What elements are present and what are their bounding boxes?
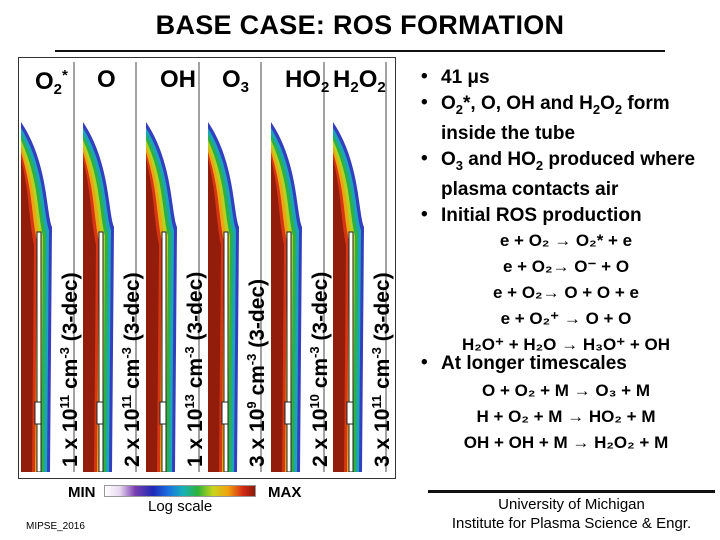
reaction-line: e + O₂→ O⁻ + O <box>502 257 630 276</box>
species-label: O3 <box>222 66 250 96</box>
tube-wall <box>223 231 229 472</box>
affiliation-line: Institute for Plasma Science & Engr. <box>451 515 692 532</box>
density-scale-label: 3 x 109 cm-3 (3-dec) <box>244 278 269 467</box>
bullet-list: • 41 μs • O2*, O, OH and H2O2 form insid… <box>421 66 716 230</box>
species-label: H2O2 <box>333 66 386 96</box>
electrode-ring <box>34 401 42 425</box>
density-plume <box>333 62 387 472</box>
bullet-dot-icon: • <box>421 203 428 225</box>
affiliation-line: University of Michigan <box>498 496 645 513</box>
initial-reactions: e + O₂ → O₂* + e e + O₂→ O⁻ + O e + O₂→ … <box>421 228 711 358</box>
density-plume <box>271 62 325 472</box>
density-scale-label: 2 x 1011 cm-3 (3-dec) <box>119 272 144 467</box>
species-plot: O 2 x 1011 cm-3 (3-dec) <box>83 62 144 472</box>
density-plume <box>83 62 137 472</box>
reaction-line: O + O₂ + M → O₃ + M <box>482 381 650 400</box>
density-scale-label: 2 x 1010 cm-3 (3-dec) <box>307 271 332 467</box>
bullet-initial-ros: • Initial ROS production <box>421 203 642 226</box>
density-scale-label: 3 x 1011 cm-3 (3-dec) <box>369 272 394 467</box>
slide-title: BASE CASE: ROS FORMATION <box>155 10 565 40</box>
tube-wall <box>98 231 104 472</box>
bullet-dot-icon: • <box>421 92 428 113</box>
species-plot: HO2 2 x 1010 cm-3 (3-dec) <box>271 62 332 472</box>
bullet-plasma-contact: • O3 and HO2 produced where plasma conta… <box>421 147 696 200</box>
bullet-list-2: • At longer timescales <box>421 352 716 378</box>
density-plume <box>21 62 75 472</box>
plume-layer <box>146 158 159 472</box>
tube-wall <box>36 231 42 472</box>
colorbar-max-label: MAX <box>268 484 302 501</box>
bullet-dot-icon: • <box>421 147 428 169</box>
colorbar-min-label: MIN <box>68 484 96 501</box>
species-plot: H2O2 3 x 1011 cm-3 (3-dec) <box>333 62 394 472</box>
reaction-line: H₂O⁺ + H₂O → H₃O⁺ + OH <box>461 335 671 354</box>
reaction-line: OH + OH + M → H₂O₂ + M <box>463 433 669 452</box>
species-panels: O2* 1 x 1011 cm-3 (3-dec) O 2 x 1011 cm-3 (… <box>18 57 396 479</box>
density-scale-label: 1 x 1013 cm-3 (3-dec) <box>182 271 207 467</box>
plume-layer <box>208 158 221 472</box>
tube-wall <box>161 231 167 472</box>
affiliation-divider <box>428 490 715 493</box>
colorbar-scale-label: Log scale <box>148 498 213 515</box>
reaction-line: e + O₂ → O₂* + e <box>499 231 633 250</box>
longer-reactions: O + O₂ + M → O₃ + M H + O₂ + M → HO₂ + M… <box>421 378 711 456</box>
density-plume <box>146 62 200 472</box>
plume-layer <box>271 158 284 472</box>
affiliation: University of Michigan Institute for Pla… <box>428 495 715 533</box>
bullet-time: • 41 μs <box>421 66 490 88</box>
plume-layer <box>21 158 34 472</box>
electrode-ring <box>346 401 354 425</box>
bullet-dot-icon: • <box>421 352 428 373</box>
tube-wall <box>286 231 292 472</box>
species-plot: O2* 1 x 1011 cm-3 (3-dec) <box>21 62 82 472</box>
species-label: O <box>97 66 116 93</box>
title-divider <box>55 50 665 52</box>
species-label: HO2 <box>285 66 330 96</box>
conference-label: MIPSE_2016 <box>26 521 85 532</box>
species-plot: OH 1 x 1013 cm-3 (3-dec) <box>146 62 207 472</box>
reaction-line: H + O₂ + M → HO₂ + M <box>476 407 656 426</box>
reaction-line: e + O₂⁺ → O + O <box>500 309 632 328</box>
electrode-ring <box>96 401 104 425</box>
density-plume <box>208 62 262 472</box>
density-scale-label: 1 x 1011 cm-3 (3-dec) <box>57 272 82 467</box>
colorbar <box>104 485 256 497</box>
bullet-longer-timescales: • At longer timescales <box>421 352 627 374</box>
tube-wall <box>348 231 354 472</box>
bullet-inside-tube: • O2*, O, OH and H2O2 form inside the tu… <box>421 92 670 144</box>
species-label: O2* <box>35 67 68 98</box>
species-plot: O3 3 x 109 cm-3 (3-dec) <box>208 62 269 472</box>
electrode-ring <box>284 401 292 425</box>
species-label: OH <box>160 66 196 93</box>
bullet-dot-icon: • <box>421 66 428 87</box>
plume-layer <box>333 158 346 472</box>
plume-layer <box>83 158 96 472</box>
reaction-line: e + O₂→ O + O + e <box>493 283 639 302</box>
electrode-ring <box>159 401 167 425</box>
electrode-ring <box>221 401 229 425</box>
